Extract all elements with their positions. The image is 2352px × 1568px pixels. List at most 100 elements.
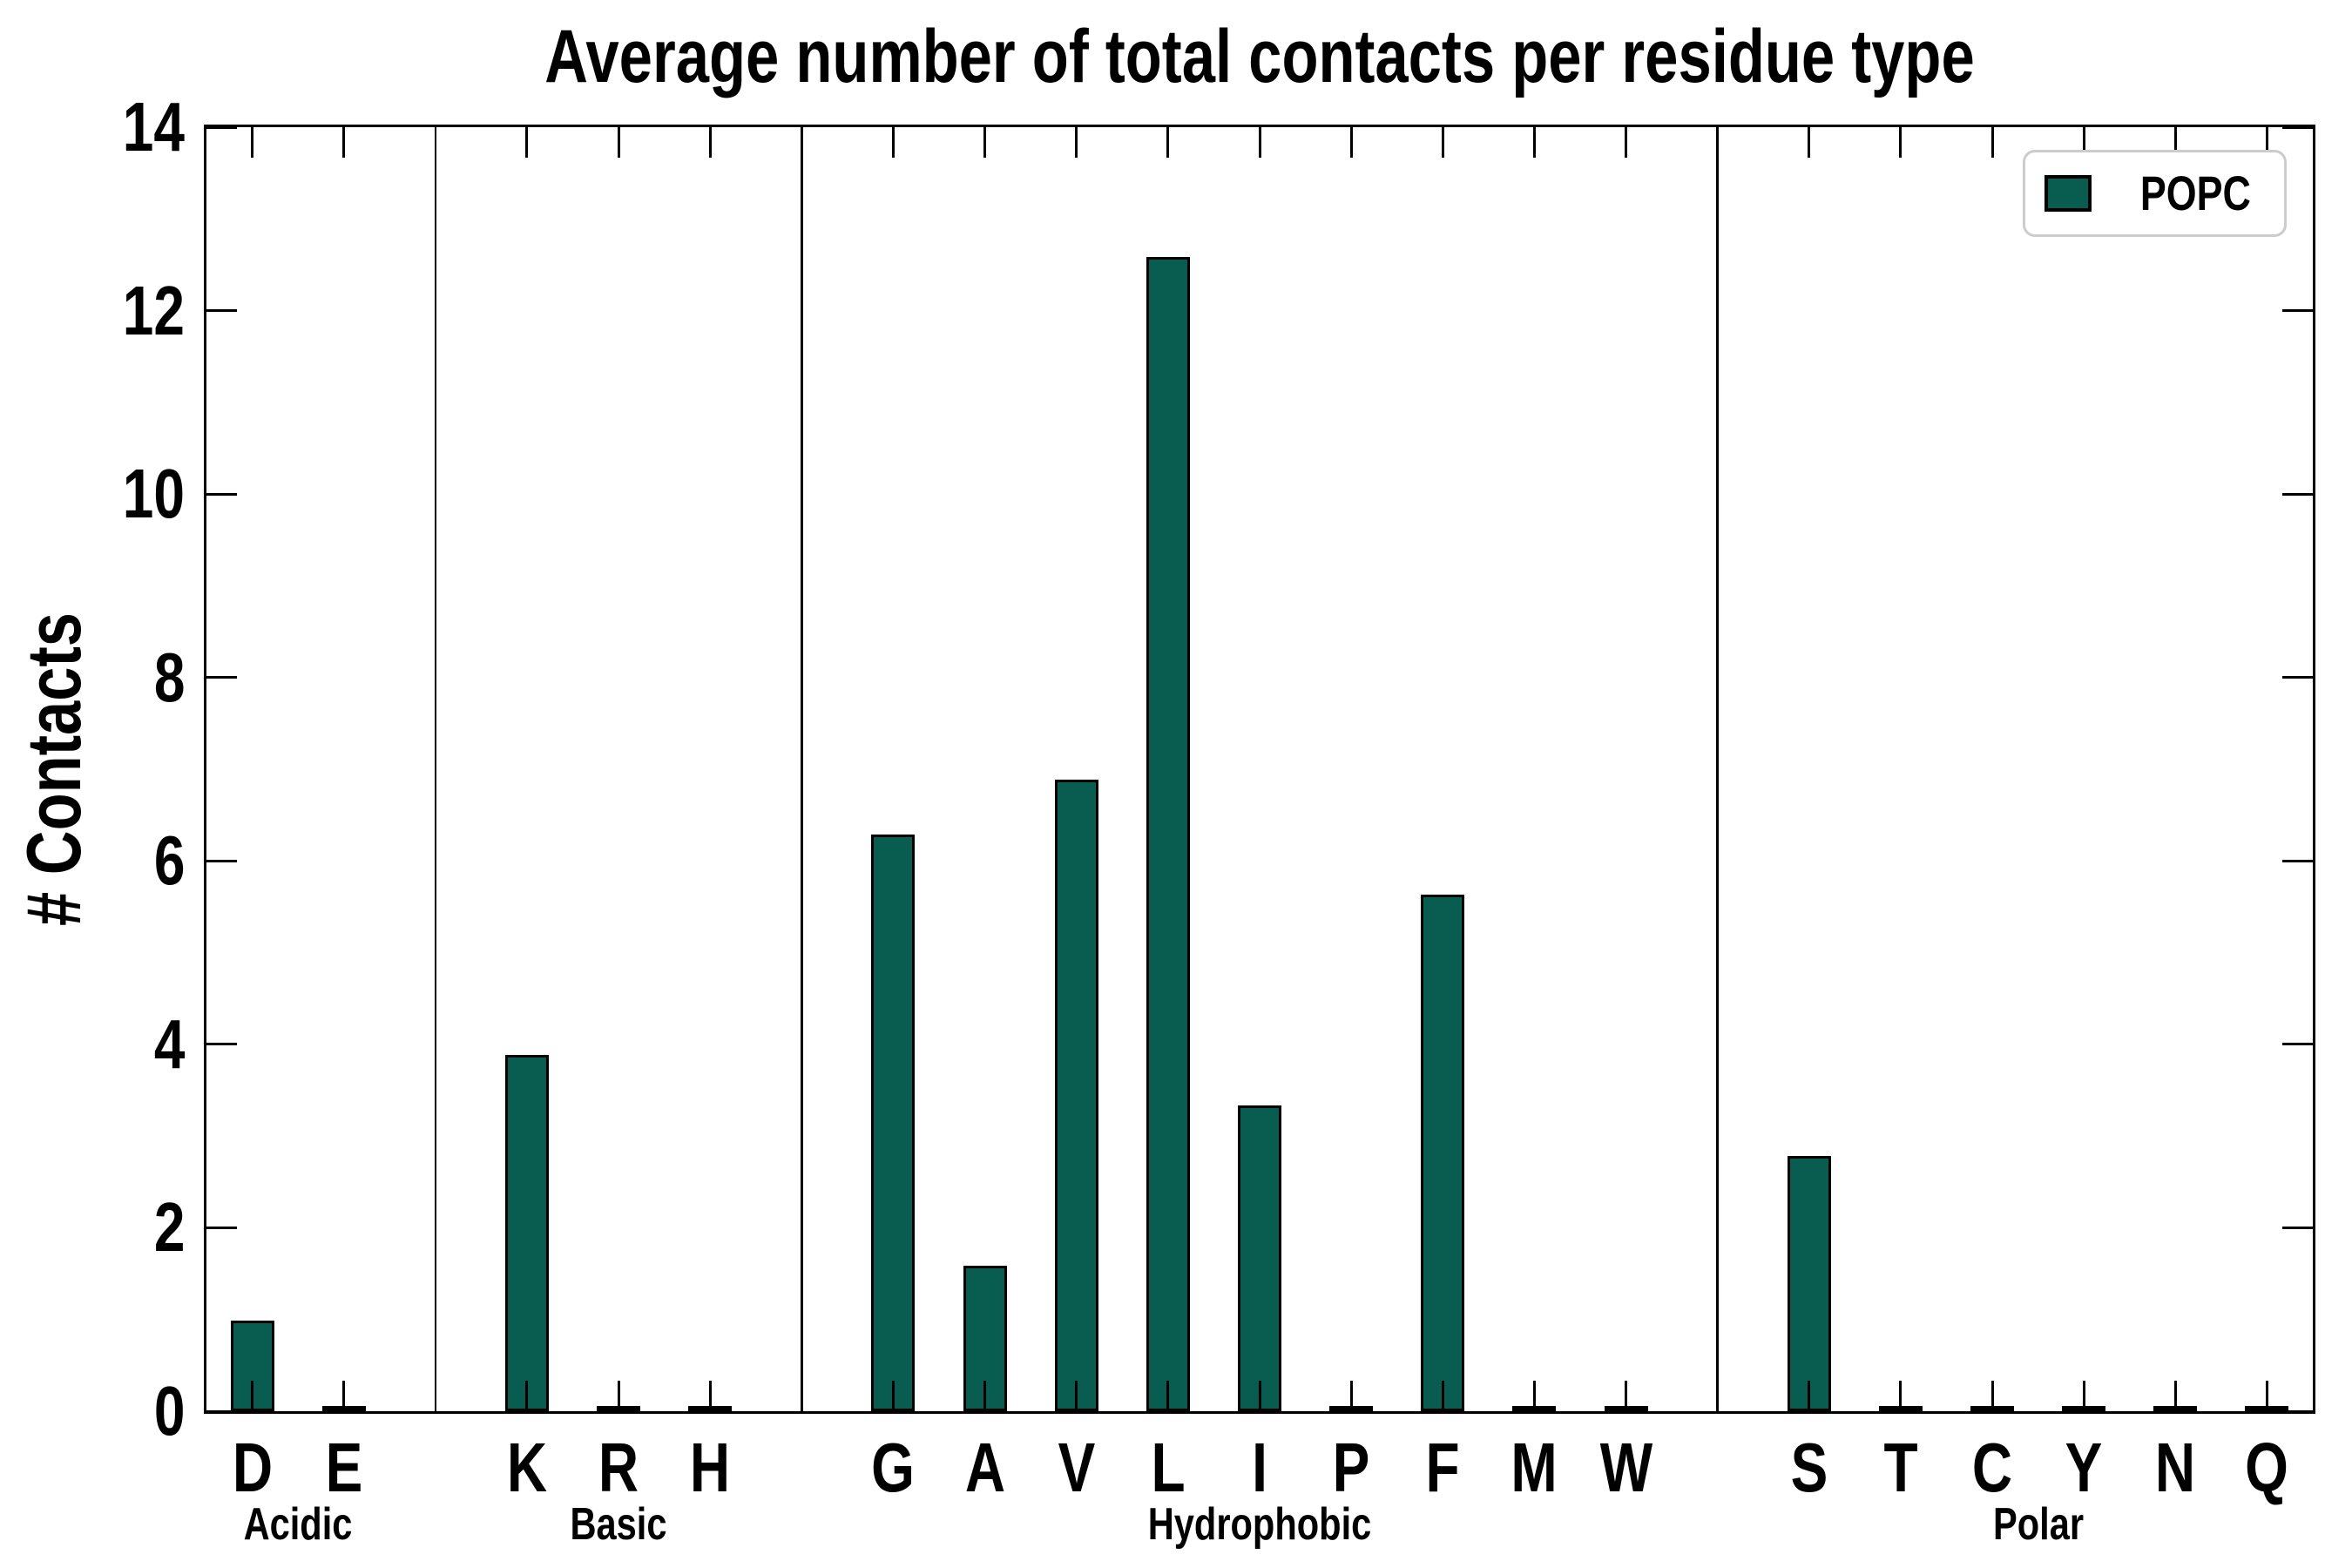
x-tick-bottom-E	[342, 1381, 346, 1411]
x-tick-label-G: G	[866, 1433, 920, 1503]
x-tick-label-text: Y	[2065, 1429, 2103, 1506]
group-divider	[434, 127, 437, 1411]
x-tick-bottom-W	[1625, 1381, 1628, 1411]
x-group-label-text: Hydrophobic	[1147, 1499, 1372, 1550]
x-tick-top-Y	[2082, 127, 2085, 158]
x-tick-label-text: G	[871, 1429, 916, 1506]
x-group-label-polar: Polar	[1982, 1502, 2095, 1547]
legend-swatch-popc	[2044, 175, 2092, 212]
x-tick-bottom-K	[525, 1381, 529, 1411]
x-tick-label-text: H	[690, 1429, 731, 1506]
y-tick-right-2	[2282, 1226, 2313, 1229]
x-tick-top-V	[1075, 127, 1078, 158]
x-tick-bottom-L	[1166, 1381, 1170, 1411]
x-tick-label-text: I	[1252, 1429, 1267, 1506]
x-tick-label-C: C	[1967, 1433, 2017, 1503]
x-tick-label-Q: Q	[2240, 1433, 2294, 1503]
y-axis-label: # Contacts	[10, 612, 97, 926]
y-tick-left-12	[206, 309, 237, 313]
y-tick-label-text: 4	[153, 1004, 185, 1083]
x-tick-label-R: R	[593, 1433, 644, 1503]
y-tick-label-14: 14	[107, 92, 185, 162]
y-tick-right-0	[2282, 1409, 2313, 1413]
y-tick-right-14	[2282, 125, 2313, 129]
x-tick-label-D: D	[227, 1433, 278, 1503]
legend: POPC	[2023, 150, 2287, 237]
x-tick-label-N: N	[2150, 1433, 2200, 1503]
x-tick-label-V: V	[1053, 1433, 1099, 1503]
x-tick-label-text: S	[1790, 1429, 1828, 1506]
y-tick-right-10	[2282, 492, 2313, 496]
legend-label: POPC	[2140, 166, 2252, 220]
group-divider	[801, 127, 803, 1411]
y-tick-label-2: 2	[146, 1188, 185, 1267]
x-tick-label-K: K	[502, 1433, 552, 1503]
x-tick-label-text: V	[1058, 1429, 1096, 1506]
x-tick-bottom-V	[1075, 1381, 1078, 1411]
x-group-label-text: Basic	[570, 1499, 667, 1550]
x-tick-label-A: A	[960, 1433, 1010, 1503]
x-tick-top-T	[1899, 127, 1903, 158]
x-tick-bottom-Q	[2265, 1381, 2268, 1411]
x-group-label-text: Polar	[1992, 1499, 2084, 1550]
y-tick-label-text: 8	[153, 638, 185, 716]
x-tick-label-text: Q	[2245, 1429, 2289, 1506]
x-tick-label-W: W	[1593, 1433, 1659, 1503]
x-tick-label-T: T	[1879, 1433, 1922, 1503]
x-tick-label-text: A	[964, 1429, 1005, 1506]
x-group-label-basic: Basic	[558, 1502, 679, 1547]
bar-G	[871, 835, 916, 1411]
x-tick-label-L: L	[1146, 1433, 1189, 1503]
x-tick-top-Q	[2265, 127, 2268, 158]
y-tick-label-text: 2	[153, 1188, 185, 1267]
y-tick-label-12: 12	[107, 271, 185, 349]
y-tick-left-10	[206, 492, 237, 496]
x-tick-label-text: N	[2155, 1429, 2196, 1506]
y-tick-label-8: 8	[146, 638, 185, 716]
x-tick-top-K	[525, 127, 529, 158]
y-tick-right-12	[2282, 309, 2313, 313]
x-tick-label-Y: Y	[2060, 1433, 2106, 1503]
x-tick-label-text: E	[325, 1429, 363, 1506]
x-tick-top-P	[1349, 127, 1353, 158]
x-tick-top-A	[983, 127, 987, 158]
x-group-label-hydrophobic: Hydrophobic	[1120, 1502, 1400, 1547]
y-tick-left-4	[206, 1043, 237, 1046]
bar-L	[1146, 257, 1190, 1411]
x-tick-bottom-C	[1990, 1381, 1994, 1411]
x-tick-top-N	[2173, 127, 2177, 158]
x-tick-bottom-I	[1258, 1381, 1261, 1411]
bar-I	[1238, 1105, 1281, 1411]
x-tick-top-F	[1441, 127, 1444, 158]
x-tick-label-P: P	[1328, 1433, 1374, 1503]
chart-title: Average number of total contacts per res…	[544, 15, 1975, 98]
x-tick-label-H: H	[685, 1433, 735, 1503]
x-tick-label-text: D	[232, 1429, 273, 1506]
x-tick-label-E: E	[321, 1433, 367, 1503]
x-tick-top-E	[342, 127, 346, 158]
y-tick-label-text: 6	[153, 821, 185, 900]
x-tick-top-S	[1808, 127, 1811, 158]
group-divider	[1716, 127, 1719, 1411]
y-tick-right-6	[2282, 859, 2313, 862]
y-tick-left-8	[206, 676, 237, 679]
y-tick-label-text: 14	[122, 88, 185, 166]
x-tick-label-text: P	[1332, 1429, 1370, 1506]
y-tick-label-text: 12	[122, 271, 185, 349]
x-tick-label-text: F	[1425, 1429, 1460, 1506]
y-tick-label-0: 0	[146, 1376, 185, 1446]
x-tick-label-text: L	[1151, 1429, 1186, 1506]
y-tick-label-6: 6	[146, 821, 185, 900]
x-tick-bottom-A	[983, 1381, 987, 1411]
y-tick-left-0	[206, 1409, 237, 1413]
x-tick-label-S: S	[1786, 1433, 1832, 1503]
x-tick-top-G	[891, 127, 895, 158]
x-tick-bottom-D	[251, 1381, 254, 1411]
x-tick-label-text: M	[1511, 1429, 1558, 1506]
x-tick-bottom-F	[1441, 1381, 1444, 1411]
x-tick-label-text: T	[1883, 1429, 1918, 1506]
x-tick-bottom-G	[891, 1381, 895, 1411]
x-tick-bottom-Y	[2082, 1381, 2085, 1411]
x-tick-label-F: F	[1422, 1433, 1464, 1503]
